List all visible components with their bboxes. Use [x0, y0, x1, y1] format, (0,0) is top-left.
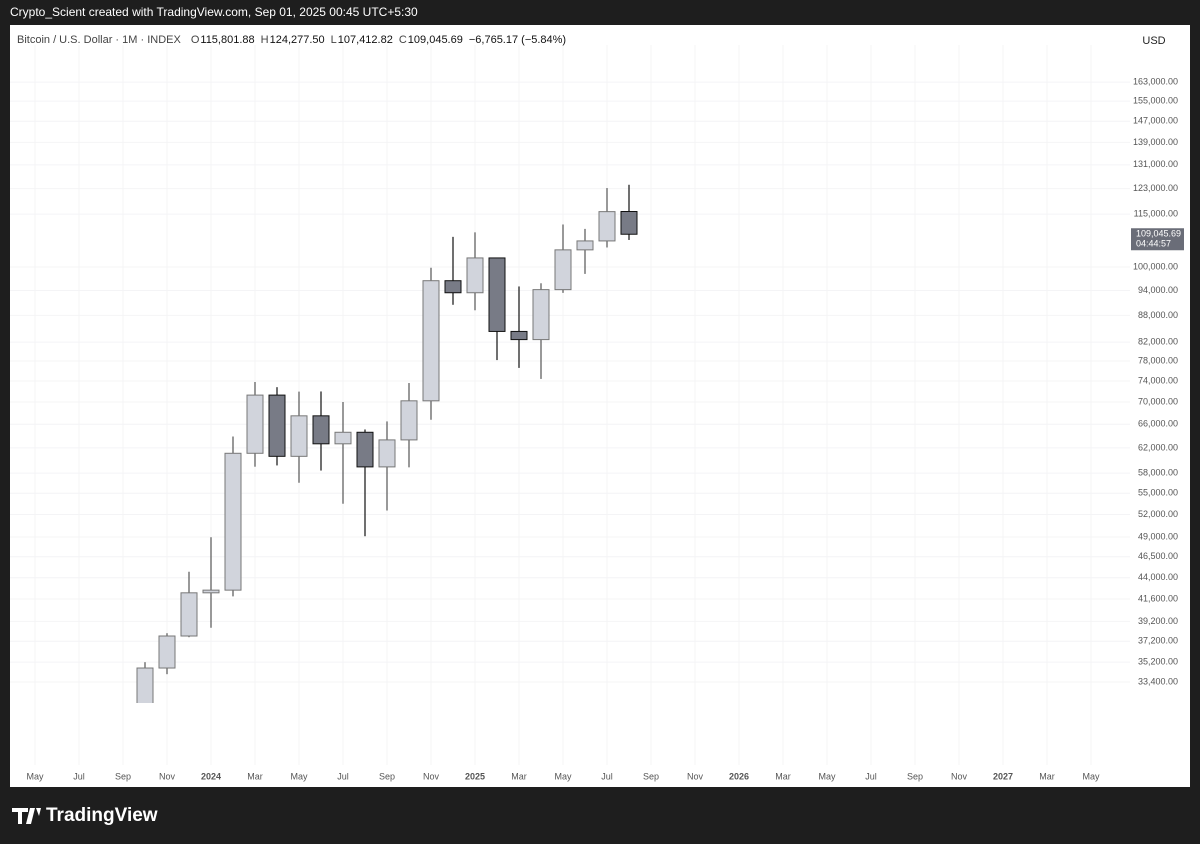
x-tick-label: Mar [1039, 771, 1055, 781]
axes: 33,400.00 35,200.00 37,200.00 39,200.00 41,6… [26, 76, 1184, 781]
legend-key: L [331, 34, 337, 46]
candle-body [290, 415, 308, 457]
candle-body [488, 257, 506, 332]
header: Crypto_Scient created with TradingView.c… [10, 5, 418, 19]
candle-body [532, 289, 550, 341]
candle-body [202, 589, 220, 594]
brand-name: TradingView [46, 805, 158, 826]
candle-body [334, 431, 352, 445]
x-tick-label: Jul [337, 771, 349, 781]
y-tick-label: 123,000.00 [1133, 183, 1178, 193]
x-tick-label: Mar [775, 771, 791, 781]
candles [136, 184, 638, 703]
x-tick-label: Jul [865, 771, 877, 781]
candle-body [554, 249, 572, 291]
candle-body [444, 280, 462, 294]
y-tick-label: 39,200.00 [1138, 616, 1178, 626]
y-tick-label: 37,200.00 [1138, 636, 1178, 646]
legend-value: 124,277.50 [270, 34, 325, 46]
x-tick-label: May [818, 771, 836, 781]
brand-logo [12, 808, 41, 824]
y-tick-label: 33,400.00 [1138, 676, 1178, 686]
legend-value: 107,412.82 [338, 34, 393, 46]
x-tick-label: Sep [643, 771, 659, 781]
x-tick-label: May [26, 771, 44, 781]
x-tick-label: May [554, 771, 572, 781]
y-tick-label: 44,000.00 [1138, 572, 1178, 582]
legend-symbol: Bitcoin / U.S. Dollar · 1M · INDEX [17, 34, 181, 46]
x-tick-label: Nov [423, 771, 440, 781]
x-tick-label: Sep [115, 771, 131, 781]
x-tick-label: Nov [687, 771, 704, 781]
x-tick-label: 2027 [993, 771, 1013, 781]
candle-body [400, 400, 418, 441]
y-tick-label: 139,000.00 [1133, 137, 1178, 147]
candle-body [620, 211, 638, 235]
legend-value: 115,801.88 [200, 34, 254, 46]
chart-panel [10, 25, 1190, 787]
legend-key: O [191, 34, 200, 46]
grid [10, 45, 1130, 765]
candle-body [598, 211, 616, 242]
y-tick-label: 70,000.00 [1138, 396, 1178, 406]
legend: Bitcoin / U.S. Dollar · 1M · INDEX O 115,… [17, 34, 566, 46]
legend-change: −6,765.17 (−5.84%) [469, 34, 566, 46]
y-tick-label: 131,000.00 [1133, 159, 1178, 169]
y-tick-label: 74,000.00 [1138, 375, 1178, 385]
candle-body [356, 431, 374, 468]
y-tick-label: 78,000.00 [1138, 355, 1178, 365]
x-tick-label: Nov [159, 771, 176, 781]
x-tick-label: May [1082, 771, 1100, 781]
candle-body [180, 592, 198, 637]
y-tick-label: 46,500.00 [1138, 551, 1178, 561]
candle-body [158, 635, 176, 669]
legend-key: H [261, 34, 269, 46]
y-tick-label: 94,000.00 [1138, 285, 1178, 295]
brand: TradingView [12, 805, 158, 826]
candle-body [268, 394, 286, 457]
legend-value: 109,045.69 [408, 34, 463, 46]
legend-key: C [399, 34, 407, 46]
x-tick-label: Mar [511, 771, 527, 781]
y-tick-label: 52,000.00 [1138, 509, 1178, 519]
x-tick-label: 2024 [201, 771, 221, 781]
x-tick-label: Jul [601, 771, 613, 781]
y-tick-label: 88,000.00 [1138, 310, 1178, 320]
x-tick-label: Sep [379, 771, 395, 781]
y-tick-label: 62,000.00 [1138, 442, 1178, 452]
y-tick-label: 58,000.00 [1138, 468, 1178, 478]
x-tick-label: Sep [907, 771, 923, 781]
y-tick-label: 147,000.00 [1133, 116, 1178, 126]
candle-body [378, 439, 396, 468]
x-tick-label: 2026 [729, 771, 749, 781]
y-tick-label: 66,000.00 [1138, 419, 1178, 429]
countdown: 04:44:57 [1136, 239, 1171, 249]
y-tick-label: 115,000.00 [1134, 209, 1178, 219]
y-tick-label: 55,000.00 [1138, 488, 1178, 498]
y-tick-label: 155,000.00 [1133, 96, 1178, 106]
y-tick-label: 49,000.00 [1138, 531, 1178, 541]
candle-body [422, 280, 440, 402]
x-tick-label: 2025 [465, 771, 485, 781]
candle-body [224, 452, 242, 591]
x-tick-label: Nov [951, 771, 968, 781]
y-tick-label: 163,000.00 [1133, 76, 1178, 86]
candle-body [466, 257, 484, 294]
y-tick-label: 35,200.00 [1138, 657, 1178, 667]
y-tick-label: 100,000.00 [1133, 261, 1178, 271]
price-tag [1131, 228, 1184, 251]
y-tick-label: 41,600.00 [1138, 593, 1178, 603]
x-tick-label: May [290, 771, 308, 781]
x-tick-label: Mar [247, 771, 263, 781]
candle-body [510, 330, 528, 341]
candle-body [246, 394, 264, 454]
currency[interactable]: USD [1142, 35, 1165, 47]
candle-body [312, 415, 330, 445]
price-tag-label: 109,045.69 [1136, 229, 1181, 239]
candle-body [136, 667, 154, 703]
y-tick-label: 82,000.00 [1138, 337, 1178, 347]
candle-body [576, 240, 594, 251]
x-tick-label: Jul [73, 771, 85, 781]
